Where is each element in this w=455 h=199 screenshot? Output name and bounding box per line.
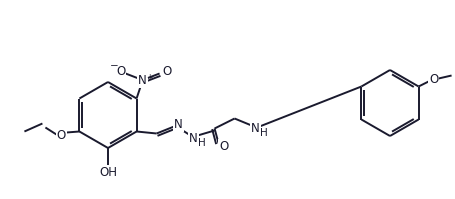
Text: H: H: [197, 138, 205, 147]
Text: N: N: [138, 74, 147, 87]
Text: N: N: [251, 122, 259, 135]
Text: −: −: [110, 61, 119, 71]
Text: O: O: [162, 65, 171, 78]
Text: O: O: [116, 65, 125, 78]
Text: +: +: [146, 73, 152, 82]
Text: O: O: [218, 140, 228, 153]
Text: O: O: [57, 129, 66, 142]
Text: N: N: [189, 132, 197, 145]
Text: N: N: [174, 118, 182, 131]
Text: O: O: [428, 73, 437, 86]
Text: H: H: [259, 128, 267, 138]
Text: OH: OH: [99, 166, 117, 179]
